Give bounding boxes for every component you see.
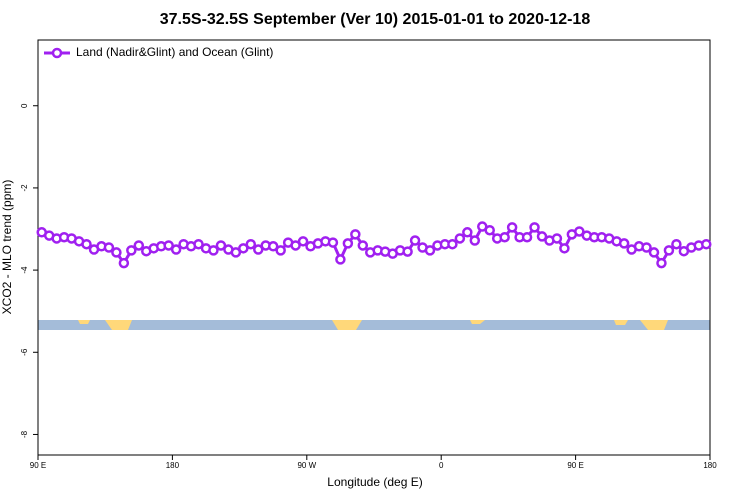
data-point — [462, 227, 473, 238]
data-point — [402, 246, 413, 257]
data-point — [424, 245, 436, 256]
legend-label: Land (Nadir&Glint) and Ocean (Glint) — [76, 45, 273, 59]
data-point — [663, 245, 675, 256]
data-point — [267, 241, 279, 252]
data-point — [469, 235, 481, 246]
data-point — [618, 238, 630, 249]
data-point — [671, 238, 682, 250]
data-point — [327, 237, 339, 248]
data-point — [126, 245, 137, 256]
data-point — [275, 245, 286, 256]
data-point — [170, 244, 182, 255]
x-tick-label: 0 — [439, 461, 444, 470]
data-point — [238, 243, 249, 254]
x-tick-label: 90 W — [297, 461, 316, 470]
data-point — [559, 243, 570, 254]
data-point — [111, 247, 122, 258]
y-tick-label: -2 — [20, 184, 29, 192]
data-point — [536, 231, 548, 242]
x-tick-label: 180 — [166, 461, 180, 470]
data-point — [335, 254, 346, 265]
legend-marker — [51, 47, 63, 59]
data-point — [208, 245, 219, 256]
data-point — [454, 233, 466, 244]
data-point — [529, 222, 540, 233]
data-point — [253, 244, 264, 255]
data-point — [350, 229, 361, 240]
data-point — [484, 224, 495, 236]
data-point — [245, 238, 257, 250]
data-point — [499, 231, 510, 243]
data-point — [506, 222, 518, 233]
y-tick-label: -6 — [20, 348, 29, 356]
data-point — [118, 257, 130, 269]
data-point — [409, 235, 421, 246]
data-point — [297, 236, 309, 247]
x-tick-label: 90 E — [567, 461, 583, 470]
y-axis-label: XCO2 - MLO trend (ppm) — [0, 180, 14, 315]
data-point — [290, 240, 301, 251]
data-point — [701, 238, 712, 250]
data-point — [521, 231, 533, 243]
data-point — [103, 242, 115, 253]
y-tick-label: -8 — [20, 430, 29, 438]
map-strip — [38, 320, 710, 330]
x-axis-label: Longitude (deg E) — [327, 475, 422, 489]
y-tick-label: 0 — [20, 103, 29, 108]
x-tick-label: 180 — [703, 461, 717, 470]
data-point — [342, 238, 354, 249]
chart-title: 37.5S-32.5S September (Ver 10) 2015-01-0… — [160, 11, 591, 28]
data-point — [574, 226, 585, 237]
data-point — [215, 240, 227, 251]
data-point — [656, 257, 667, 269]
data-point — [357, 240, 369, 251]
data-point — [193, 238, 204, 250]
data-point — [648, 247, 660, 258]
data-point — [230, 247, 242, 258]
y-tick-label: -4 — [20, 266, 29, 274]
data-point — [447, 238, 458, 250]
data-point — [641, 242, 652, 253]
data-point — [133, 240, 145, 251]
x-tick-label: 90 E — [30, 461, 46, 470]
data-point — [81, 238, 92, 250]
data-point — [163, 240, 174, 251]
data-point — [551, 233, 563, 244]
